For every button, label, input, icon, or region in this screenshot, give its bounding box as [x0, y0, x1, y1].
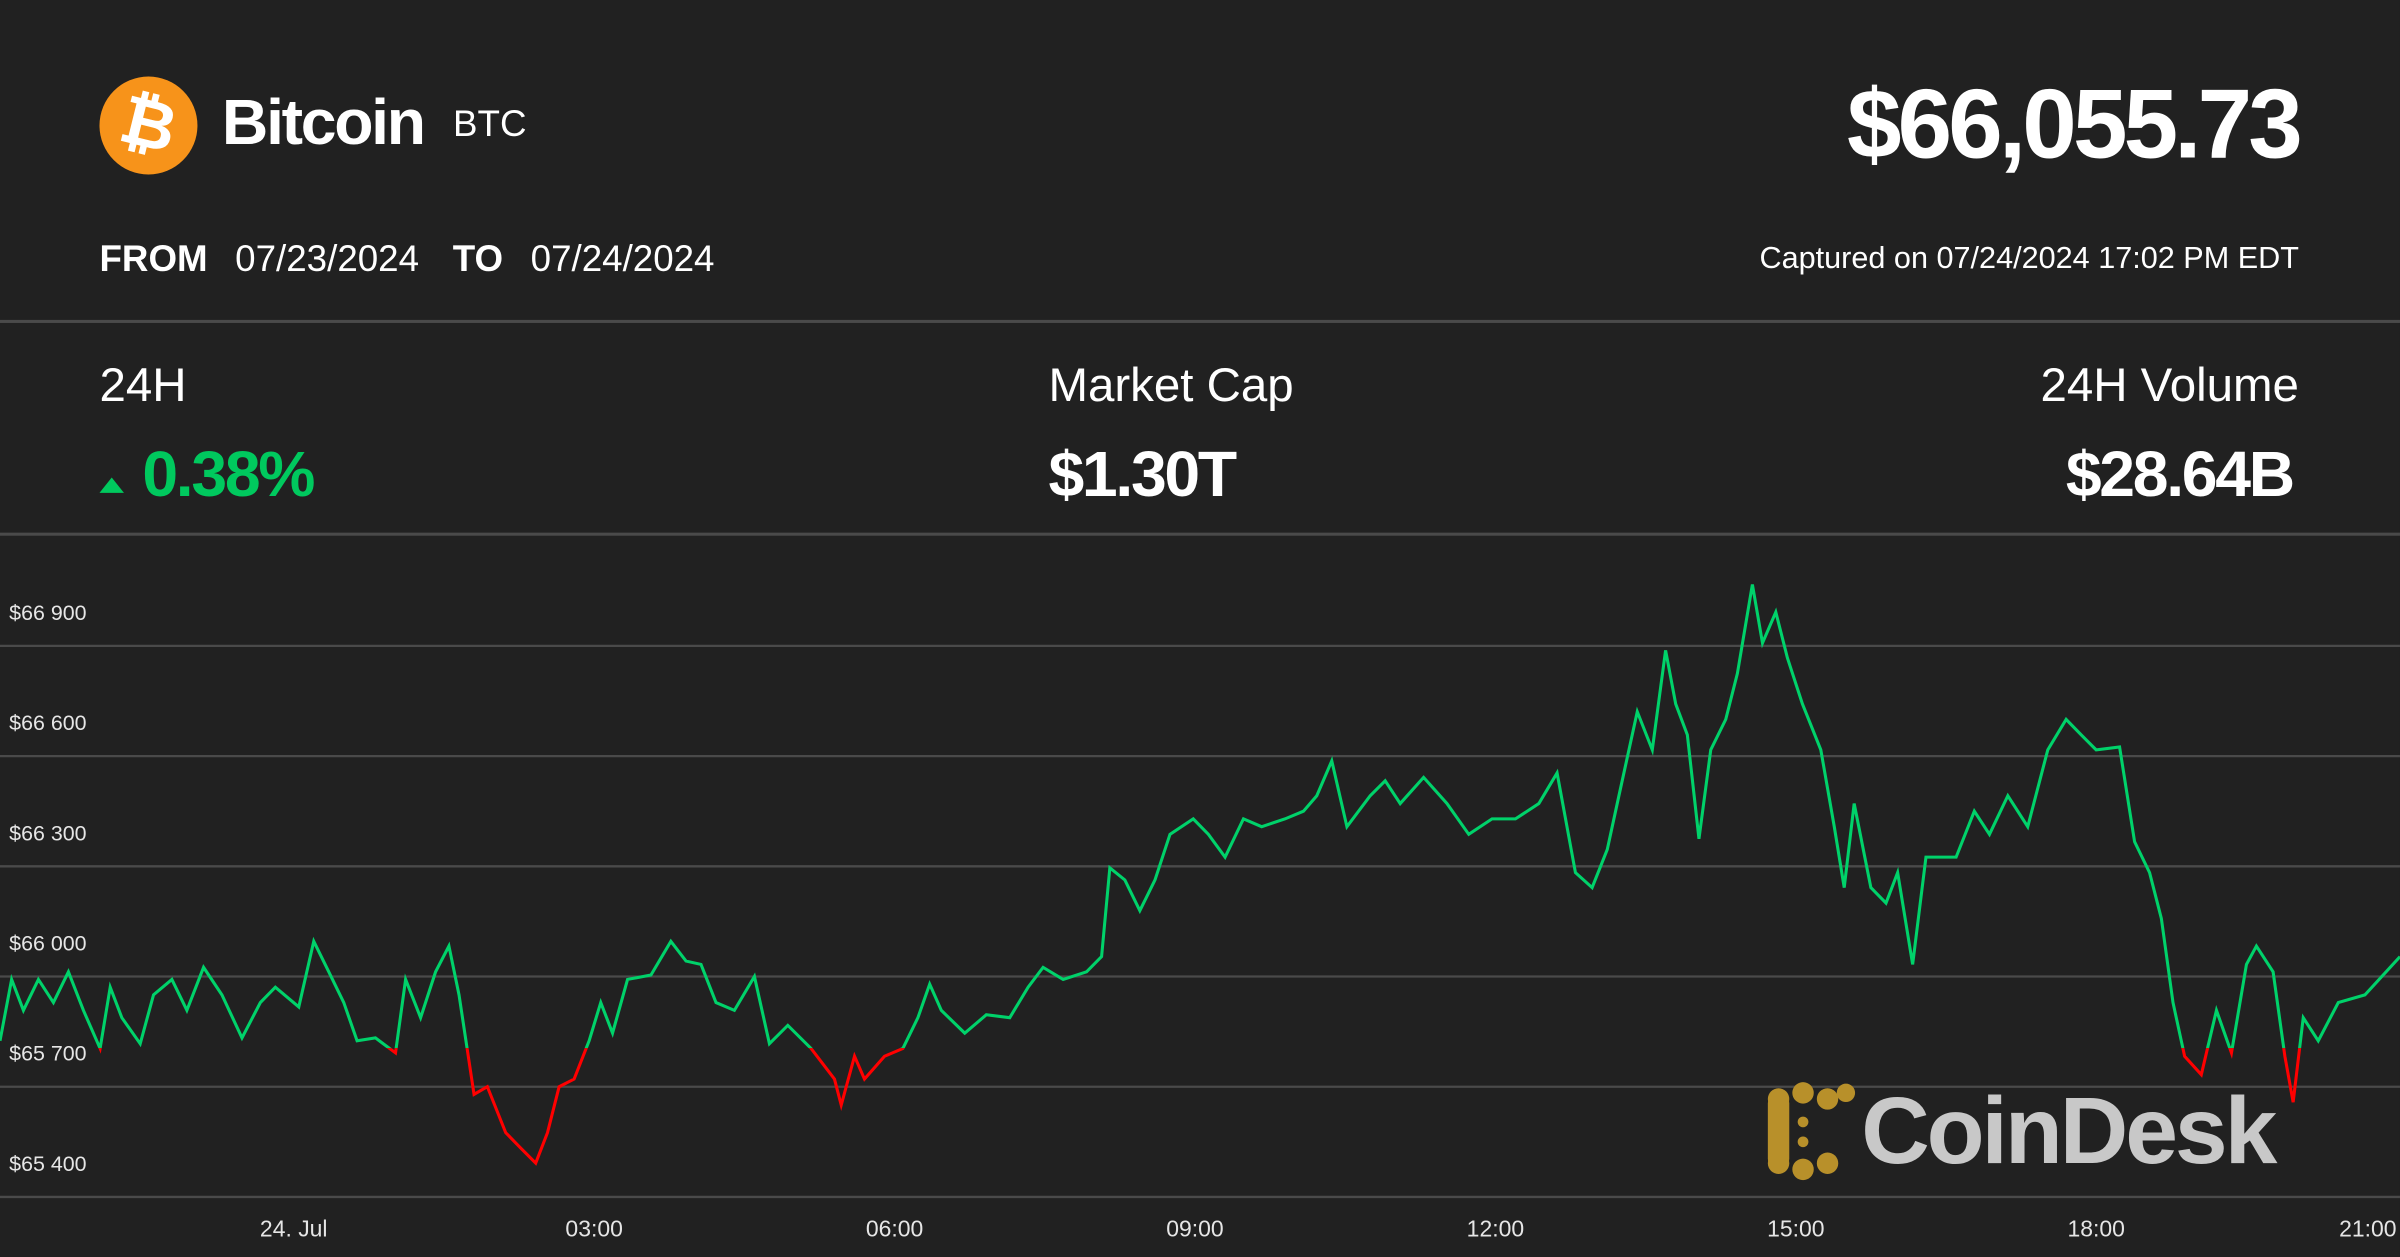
change-label: 24H [99, 358, 187, 412]
x-axis-label: 03:00 [565, 1216, 622, 1242]
y-axis-label: $66 900 [9, 601, 86, 625]
x-axis-label: 09:00 [1166, 1216, 1223, 1242]
x-axis-label: 21:00 [2339, 1216, 2396, 1242]
y-axis-label: $65 700 [9, 1042, 86, 1066]
to-date: 07/24/2024 [530, 238, 715, 281]
y-axis-label: $66 000 [9, 932, 86, 956]
y-axis-label: $66 300 [9, 821, 86, 845]
x-axis-label: 12:00 [1467, 1216, 1524, 1242]
price-line-below-open [98, 1048, 2302, 1166]
x-axis-label: 24. Jul [260, 1216, 328, 1242]
divider [0, 319, 2400, 323]
coin-symbol: BTC [453, 104, 527, 146]
y-axis-label: $66 600 [9, 711, 86, 735]
volume-label: 24H Volume [2040, 358, 2299, 412]
from-date: 07/23/2024 [235, 238, 420, 281]
volume-value: $28.64B [2065, 437, 2295, 510]
date-range: FROM 07/23/2024 TO 07/24/2024 [99, 239, 714, 282]
captured-timestamp: Captured on 07/24/2024 17:02 PM EDT [1759, 241, 2299, 276]
to-label: TO [452, 238, 504, 281]
coin-name: Bitcoin [221, 85, 426, 158]
x-axis-label: 15:00 [1767, 1216, 1824, 1242]
market-cap-label: Market Cap [1048, 358, 1294, 412]
price-chart: $65 400 $65 700 $66 000 $66 300 $66 600 $66 9… [0, 584, 2400, 1242]
market-cap-value: $1.30T [1048, 437, 1237, 510]
bitcoin-glyph: ₿ [112, 81, 185, 168]
x-axis-label: 18:00 [2068, 1216, 2125, 1242]
coindesk-logo: CoinDesk [1767, 1078, 2281, 1184]
change-percent: 0.38% [142, 437, 315, 510]
from-label: FROM [99, 238, 208, 281]
coindesk-wordmark: CoinDesk [1861, 1078, 2277, 1184]
bitcoin-icon: ₿ [99, 76, 198, 175]
y-axis-label: $65 400 [9, 1152, 86, 1176]
price-line-above-open [0, 584, 2400, 1049]
current-price: $66,055.73 [1846, 68, 2303, 180]
triangle-up-icon [99, 477, 124, 493]
change-value: 0.38% [99, 437, 315, 511]
divider [0, 532, 2400, 536]
x-axis-label: 06:00 [866, 1216, 923, 1242]
